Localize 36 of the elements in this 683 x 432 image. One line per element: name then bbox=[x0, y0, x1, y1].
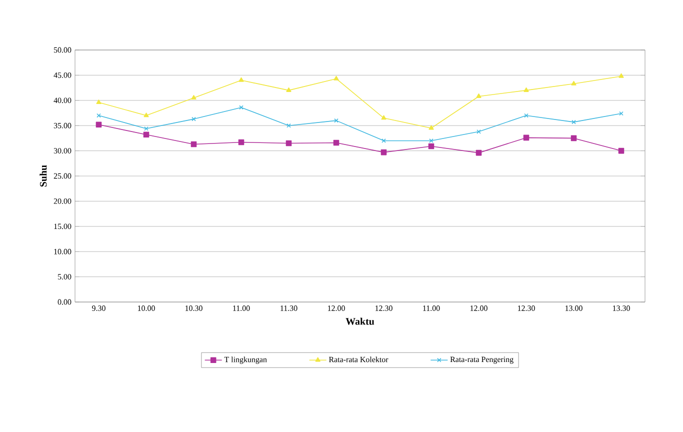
point bbox=[334, 76, 339, 80]
point bbox=[143, 132, 150, 138]
point bbox=[286, 123, 291, 128]
point bbox=[571, 80, 576, 86]
point bbox=[286, 140, 292, 146]
point bbox=[238, 77, 244, 82]
y-axis-title: Suhu bbox=[40, 165, 47, 187]
point bbox=[524, 113, 528, 118]
point bbox=[380, 149, 387, 156]
point bbox=[381, 115, 386, 120]
point bbox=[333, 140, 340, 146]
point bbox=[238, 139, 244, 146]
point bbox=[144, 112, 149, 118]
point bbox=[476, 150, 482, 156]
point bbox=[382, 138, 386, 143]
point bbox=[334, 118, 338, 123]
point bbox=[524, 87, 529, 92]
point bbox=[523, 134, 530, 141]
point bbox=[144, 126, 148, 131]
point bbox=[239, 105, 244, 110]
point bbox=[476, 129, 481, 134]
point bbox=[96, 100, 102, 104]
point bbox=[429, 138, 434, 143]
point bbox=[190, 141, 197, 148]
point bbox=[96, 122, 102, 128]
point bbox=[191, 94, 196, 100]
point bbox=[192, 116, 196, 122]
point bbox=[286, 87, 292, 92]
point bbox=[572, 120, 576, 124]
point bbox=[570, 135, 577, 142]
point bbox=[618, 148, 624, 154]
point bbox=[428, 125, 434, 130]
point bbox=[476, 93, 482, 98]
point bbox=[618, 73, 624, 78]
point bbox=[428, 143, 434, 150]
x-axis-title: Waktu bbox=[346, 318, 374, 325]
